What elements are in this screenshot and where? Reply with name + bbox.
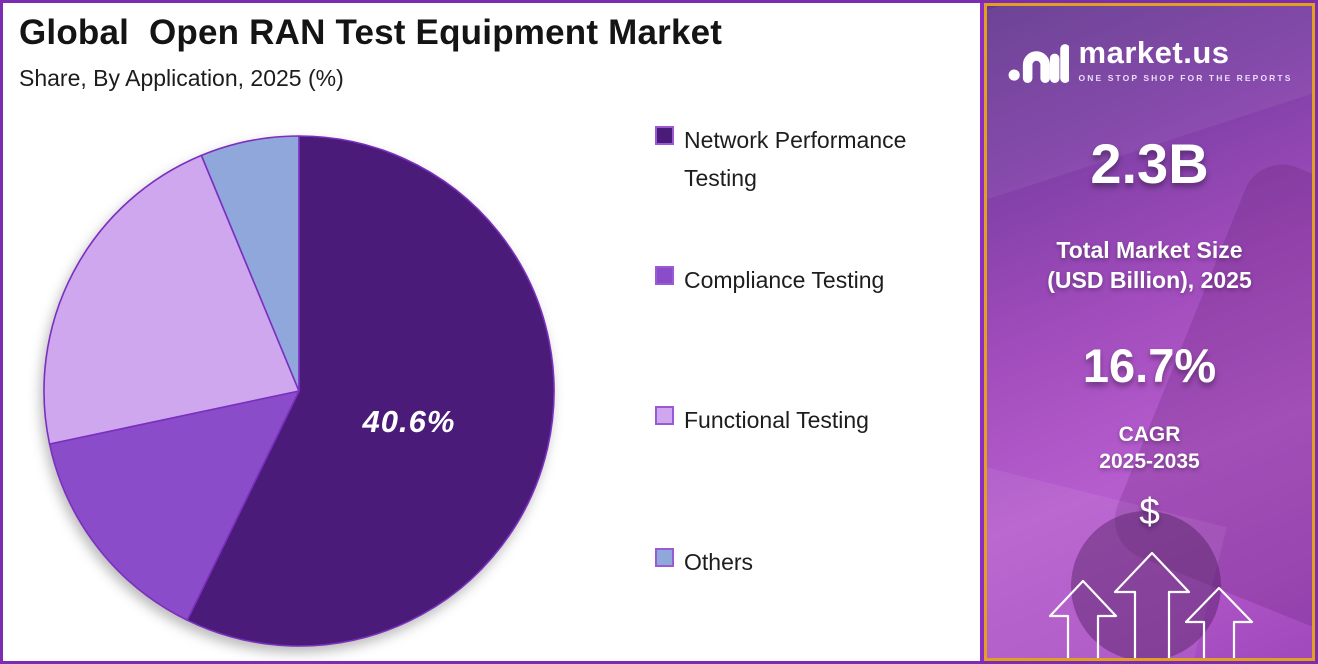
growth-arrows-icon <box>1048 551 1254 658</box>
market-us-logo: market.us ONE STOP SHOP FOR THE REPORTS <box>1007 34 1293 86</box>
legend-item: Others <box>655 543 753 581</box>
legend-item: Compliance Testing <box>655 261 884 299</box>
legend-swatch <box>655 548 674 567</box>
market-size-label: Total Market Size (USD Billion), 2025 <box>1047 237 1252 293</box>
pie-chart-svg: 40.6% <box>43 135 555 647</box>
pie-slice <box>186 135 555 647</box>
legend-swatch <box>655 126 674 145</box>
brand-tagline: ONE STOP SHOP FOR THE REPORTS <box>1078 73 1293 83</box>
cagr-label: CAGR 2025-2035 <box>1099 422 1200 474</box>
legend-swatch <box>655 266 674 285</box>
legend-label: Functional Testing <box>684 407 869 433</box>
market-size-value: 2.3B <box>1090 132 1209 195</box>
pie-slice <box>43 154 300 445</box>
pie-value-label: 40.6% <box>362 404 456 439</box>
pie-chart: 40.6% <box>42 134 556 648</box>
chart-legend: Network Performance Testing Compliance Te… <box>655 3 975 661</box>
page-title: Global Open RAN Test Equipment Market <box>19 13 723 52</box>
legend-label: Others <box>684 549 754 575</box>
legend-item: Functional Testing <box>655 401 869 439</box>
page-subtitle: Share, By Application, 2025 (%) <box>19 65 344 91</box>
legend-swatch <box>655 406 674 425</box>
chart-area: Global Open RAN Test Equipment Market Sh… <box>3 3 984 661</box>
brand-name: market.us <box>1078 35 1230 70</box>
dollar-symbol: $ <box>1139 491 1160 533</box>
pie-slice <box>48 390 300 621</box>
market-us-logo-icon <box>1008 44 1069 84</box>
legend-label: Network Performance Testing <box>684 127 907 191</box>
pie-slice <box>200 135 300 392</box>
legend-label: Compliance Testing <box>684 267 885 293</box>
brand-sidebar: market.us ONE STOP SHOP FOR THE REPORTS … <box>984 3 1315 661</box>
cagr-value: 16.7% <box>1082 338 1217 392</box>
legend-item: Network Performance Testing <box>655 121 969 197</box>
